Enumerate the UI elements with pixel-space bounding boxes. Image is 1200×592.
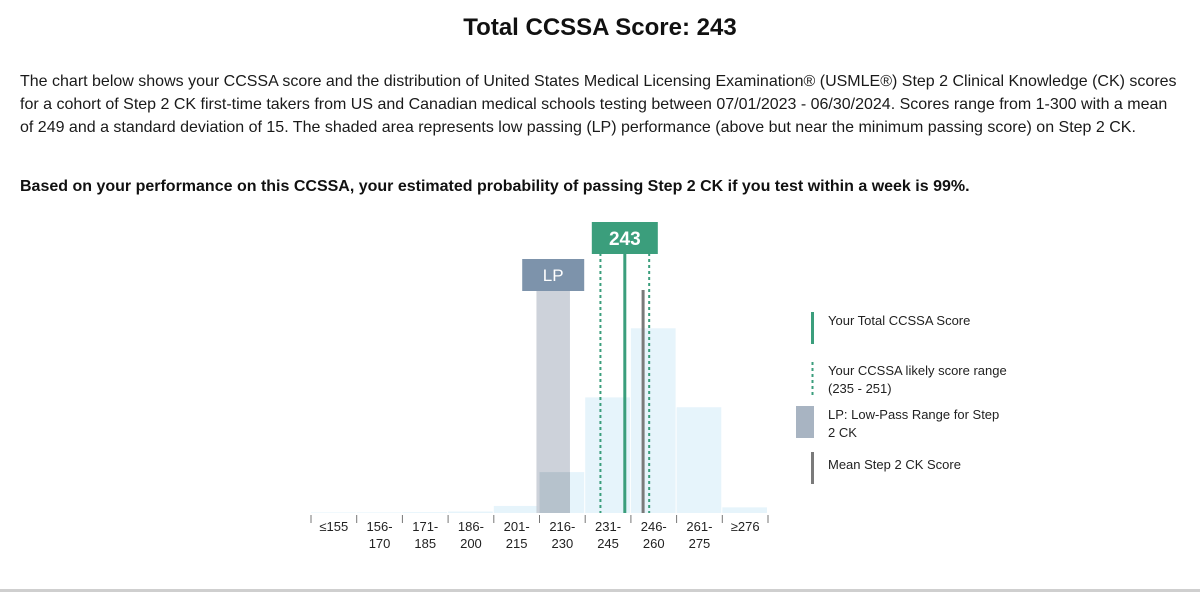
x-tick-label: 201- (504, 519, 530, 534)
legend-range-swatch (811, 362, 814, 398)
x-tick-label-line2: 170 (369, 536, 391, 551)
legend-score-swatch (811, 312, 814, 344)
x-tick-label-line2: 200 (460, 536, 482, 551)
histogram-bar (311, 512, 356, 513)
histogram-bar (402, 512, 448, 513)
bottom-divider (0, 589, 1200, 592)
legend-label-range: Your CCSSA likely score range (235 - 251… (828, 363, 1007, 396)
histogram-bar (493, 505, 539, 513)
low-pass-badge-label: LP (543, 266, 564, 285)
legend-item-range: Your CCSSA likely score range (235 - 251… (796, 362, 1016, 398)
histogram-bar (356, 512, 402, 513)
x-tick-label-line2: 185 (414, 536, 436, 551)
x-tick-label: ≥276 (731, 519, 760, 534)
low-pass-layer (536, 291, 570, 513)
x-tick-label-line2: 215 (506, 536, 528, 551)
x-tick-label-line2: 230 (551, 536, 573, 551)
legend-mean-swatch (811, 452, 814, 484)
low-pass-bar-overlap (539, 472, 570, 513)
histogram-bar (630, 328, 676, 513)
x-tick-label: 216- (549, 519, 575, 534)
badge-layer: LP 243 (522, 222, 658, 291)
x-tick-label: 186- (458, 519, 484, 534)
x-tick-label-line2: 245 (597, 536, 619, 551)
x-tick-label: 231- (595, 519, 621, 534)
x-tick-label: ≤155 (319, 519, 348, 534)
legend-label-score: Your Total CCSSA Score (828, 313, 971, 328)
your-score-badge (591, 222, 658, 254)
x-axis: ≤155 156- 170 171- 185 186- 200 201- 215 216- 230 2… (310, 515, 769, 551)
x-tick-label: 246- (641, 519, 667, 534)
page-title: Total CCSSA Score: 243 (463, 14, 737, 41)
histogram-bar (448, 511, 493, 513)
x-tick-label: 261- (686, 519, 712, 534)
pass-probability-statement: Based on your performance on this CCSSA,… (20, 178, 970, 195)
histogram-bar (585, 397, 630, 513)
legend-label-lp: LP: Low-Pass Range for Step 2 CK (828, 407, 1000, 440)
x-tick-label-line2: 275 (689, 536, 711, 551)
legend-item-mean: Mean Step 2 CK Score (796, 452, 1016, 488)
histogram-bar (722, 507, 767, 513)
x-tick-label: 156- (367, 519, 393, 534)
low-pass-badge (522, 259, 585, 291)
x-tick-label-line2: 260 (643, 536, 665, 551)
score-lines-layer (599, 253, 651, 513)
legend-lp-swatch (796, 406, 814, 438)
legend-label-mean: Mean Step 2 CK Score (828, 457, 961, 472)
chart-description: The chart below shows your CCSSA score a… (20, 73, 1177, 136)
x-tick-label: 171- (412, 519, 438, 534)
legend-item-lp: LP: Low-Pass Range for Step 2 CK (796, 406, 1016, 442)
your-score-badge-label: 243 (609, 229, 641, 250)
histogram-bar (676, 407, 722, 513)
legend-item-score: Your Total CCSSA Score (796, 312, 1016, 352)
